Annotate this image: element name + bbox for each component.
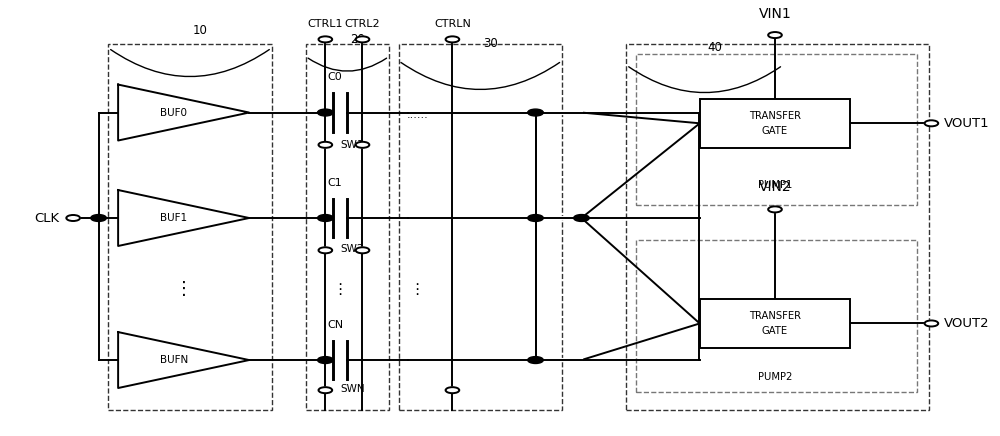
Circle shape bbox=[574, 215, 589, 221]
Text: TRANSFER: TRANSFER bbox=[749, 311, 801, 321]
Circle shape bbox=[446, 387, 459, 393]
Text: C1: C1 bbox=[328, 178, 343, 188]
Text: C0: C0 bbox=[328, 72, 343, 82]
Circle shape bbox=[318, 357, 333, 364]
Circle shape bbox=[925, 120, 938, 126]
Text: ⋮: ⋮ bbox=[175, 280, 193, 298]
Circle shape bbox=[356, 142, 369, 148]
Bar bbox=[626, 44, 929, 409]
Circle shape bbox=[528, 357, 543, 364]
Text: 10: 10 bbox=[192, 24, 207, 37]
Text: GATE: GATE bbox=[762, 126, 788, 136]
Text: BUFN: BUFN bbox=[160, 355, 188, 365]
Text: SW2: SW2 bbox=[340, 244, 364, 254]
Bar bbox=[399, 44, 562, 409]
Text: CN: CN bbox=[327, 320, 343, 330]
Bar bbox=[108, 44, 272, 409]
Text: BUF0: BUF0 bbox=[160, 108, 187, 118]
Circle shape bbox=[66, 215, 80, 221]
Text: 40: 40 bbox=[707, 41, 722, 54]
Circle shape bbox=[356, 36, 369, 42]
Bar bbox=[700, 99, 850, 148]
Text: ⋮: ⋮ bbox=[410, 282, 425, 296]
Text: 20: 20 bbox=[350, 33, 365, 46]
Text: GATE: GATE bbox=[762, 326, 788, 336]
Text: CTRL1: CTRL1 bbox=[308, 19, 343, 29]
Text: CLK: CLK bbox=[34, 211, 59, 225]
Text: TRANSFER: TRANSFER bbox=[749, 111, 801, 121]
Circle shape bbox=[318, 109, 333, 116]
Circle shape bbox=[318, 215, 333, 221]
Text: PUMP2: PUMP2 bbox=[758, 371, 792, 382]
Circle shape bbox=[528, 215, 543, 221]
Text: BUF1: BUF1 bbox=[160, 213, 187, 223]
Text: VOUT1: VOUT1 bbox=[944, 117, 990, 130]
Text: VIN1: VIN1 bbox=[759, 7, 791, 21]
Text: 30: 30 bbox=[483, 37, 497, 50]
Circle shape bbox=[356, 247, 369, 253]
Text: VOUT2: VOUT2 bbox=[944, 317, 990, 330]
Text: PUMP1: PUMP1 bbox=[758, 180, 792, 190]
Bar bbox=[636, 239, 917, 392]
Circle shape bbox=[768, 32, 782, 38]
Circle shape bbox=[446, 36, 459, 42]
Circle shape bbox=[925, 320, 938, 327]
Bar bbox=[306, 44, 389, 409]
Circle shape bbox=[319, 142, 332, 148]
Text: ......: ...... bbox=[406, 110, 428, 120]
Circle shape bbox=[528, 109, 543, 116]
Circle shape bbox=[319, 247, 332, 253]
Text: SWN: SWN bbox=[340, 384, 365, 394]
Text: SW1: SW1 bbox=[340, 140, 364, 150]
Circle shape bbox=[319, 387, 332, 393]
Text: CTRLN: CTRLN bbox=[434, 19, 471, 29]
Bar bbox=[636, 54, 917, 205]
Circle shape bbox=[319, 36, 332, 42]
Bar bbox=[700, 299, 850, 348]
Text: ⋮: ⋮ bbox=[332, 282, 348, 296]
Circle shape bbox=[91, 215, 106, 221]
Circle shape bbox=[768, 206, 782, 212]
Text: CTRL2: CTRL2 bbox=[345, 19, 380, 29]
Text: VIN2: VIN2 bbox=[759, 181, 791, 194]
